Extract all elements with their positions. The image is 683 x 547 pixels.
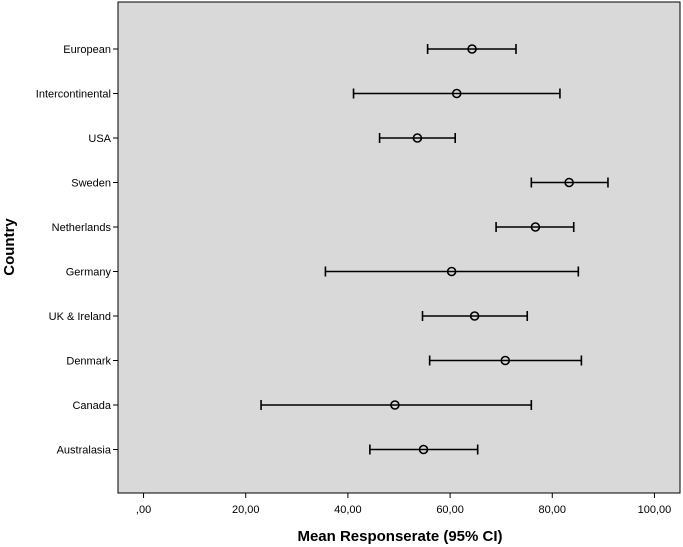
mean-point [564, 177, 574, 188]
mean-point [446, 266, 457, 277]
y-tick-label: Netherlands [52, 222, 112, 234]
mean-point [412, 133, 423, 143]
mean-point [390, 400, 400, 410]
x-tick-label: 40,00 [334, 504, 362, 516]
y-tick-label: Denmark [66, 356, 111, 368]
y-tick-label: Sweden [71, 178, 111, 190]
mean-point [451, 88, 462, 99]
x-tick-label: 60,00 [436, 504, 464, 516]
mean-point [500, 355, 511, 366]
x-axis: ,00 20,00 40,00 60,00 80,00 100,00 [136, 493, 671, 516]
y-tick-label: Germany [66, 267, 112, 279]
y-axis: European Intercontinental USA Sweden Netherl… [36, 44, 118, 457]
mean-point [469, 311, 480, 321]
y-tick-label: European [63, 44, 111, 56]
plot-area [117, 1, 681, 494]
marks [260, 44, 609, 455]
mean-point [530, 222, 541, 232]
x-tick-label: ,00 [136, 504, 151, 516]
x-tick-label: 80,00 [539, 504, 567, 516]
x-axis-title: Mean Responserate (95% CI) [297, 528, 502, 545]
y-tick-label: UK & Ireland [49, 311, 111, 323]
y-tick-label: Intercontinental [36, 89, 111, 101]
y-tick-label: USA [88, 133, 111, 145]
x-tick-label: 20,00 [232, 504, 260, 516]
mean-point [467, 44, 477, 54]
y-axis-title: Country [1, 218, 18, 276]
mean-point [418, 444, 429, 455]
x-tick-label: 100,00 [638, 504, 672, 516]
y-tick-label: Canada [72, 400, 111, 412]
y-tick-label: Australasia [57, 445, 112, 457]
